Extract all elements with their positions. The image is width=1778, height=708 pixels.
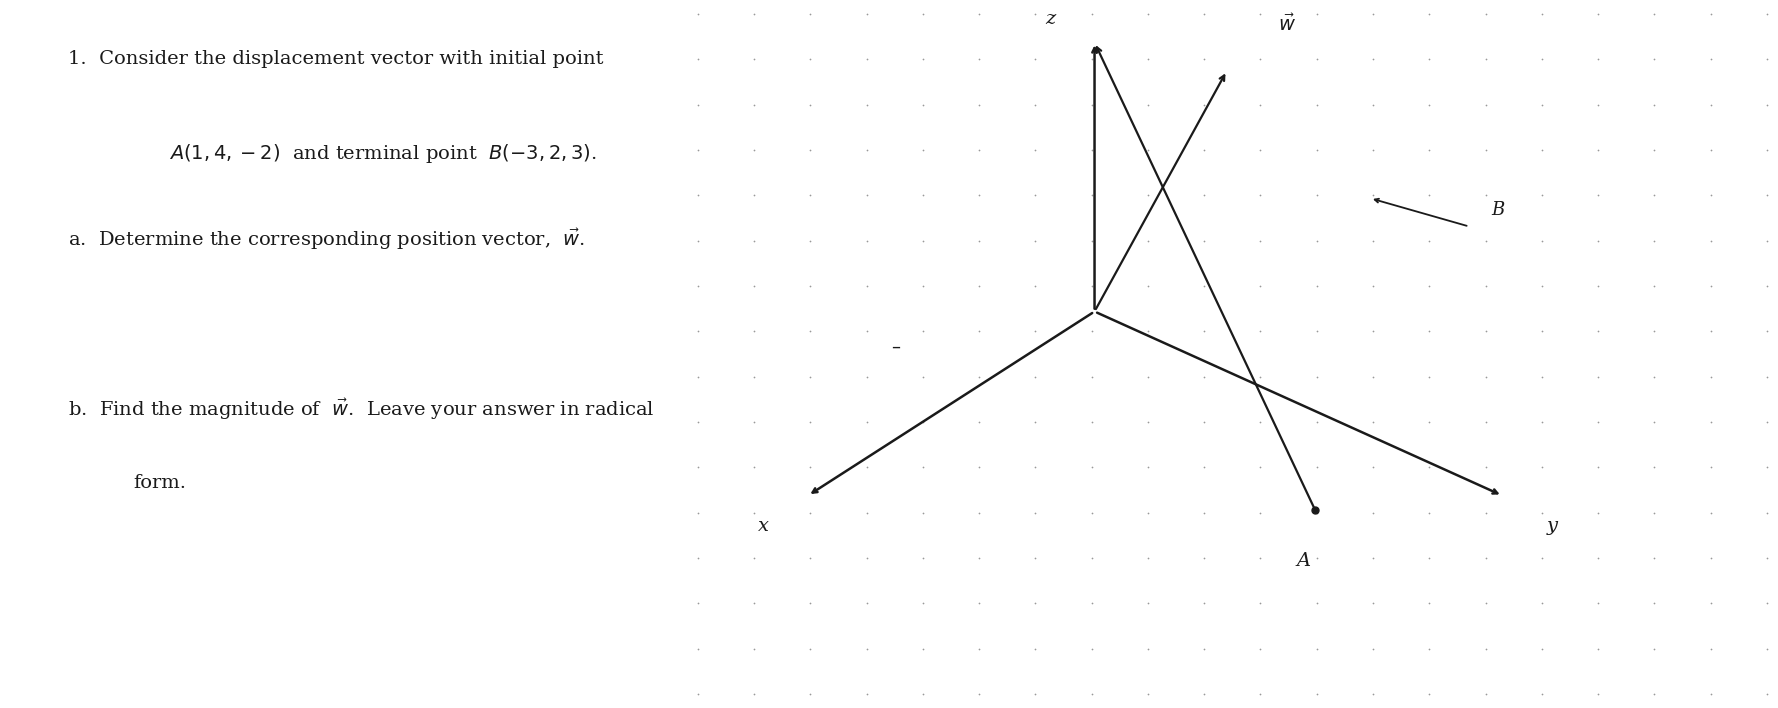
Text: a.  Determine the corresponding position vector,  $\vec{w}$.: a. Determine the corresponding position …: [68, 227, 585, 252]
Text: B: B: [1492, 202, 1504, 219]
Text: $\vec{w}$: $\vec{w}$: [1278, 14, 1296, 35]
Text: 1.  Consider the displacement vector with initial point: 1. Consider the displacement vector with…: [68, 50, 603, 67]
Text: z: z: [1045, 11, 1056, 28]
Text: A: A: [1296, 552, 1310, 570]
Text: b.  Find the magnitude of  $\vec{w}$.  Leave your answer in radical: b. Find the magnitude of $\vec{w}$. Leav…: [68, 396, 654, 422]
Text: –: –: [891, 338, 901, 356]
Text: x: x: [759, 517, 770, 535]
Text: y: y: [1547, 517, 1558, 535]
Text: form.: form.: [133, 474, 187, 492]
Text: $A(1,4,-2)$  and terminal point  $B(-3,2,3)$.: $A(1,4,-2)$ and terminal point $B(-3,2,3…: [169, 142, 597, 164]
